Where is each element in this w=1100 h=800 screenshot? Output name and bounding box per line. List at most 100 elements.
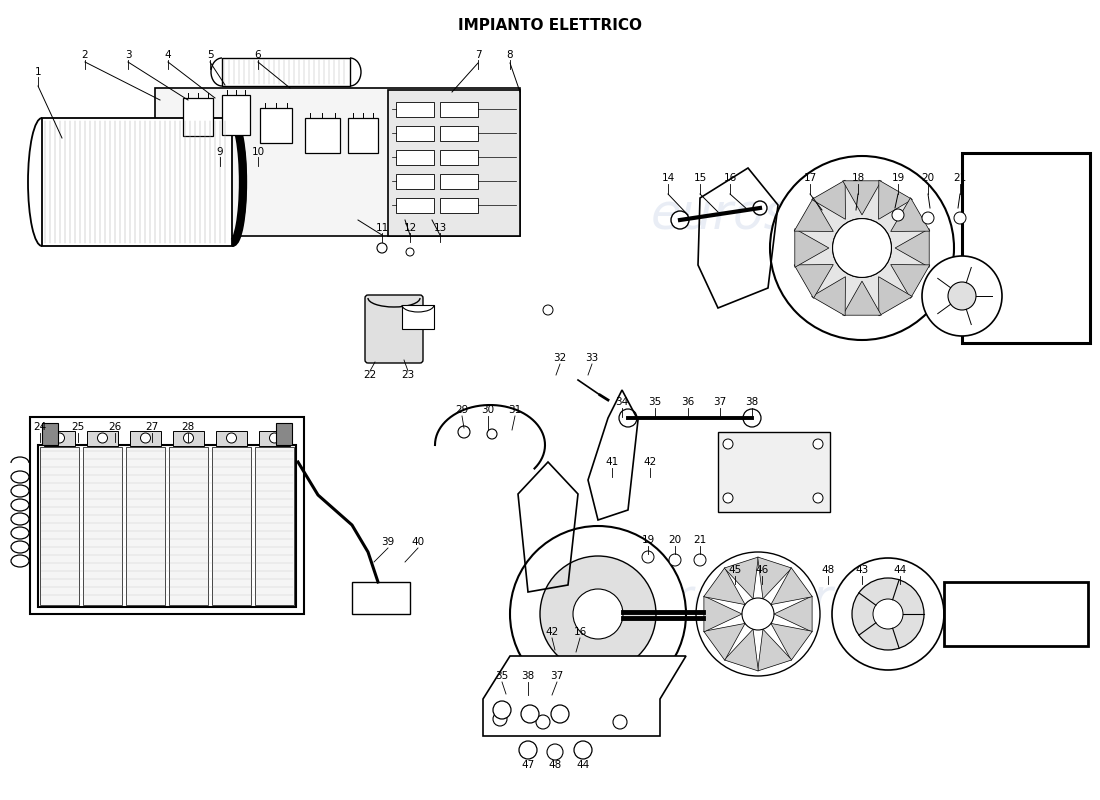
Text: 28: 28 [182,422,195,432]
Text: 33: 33 [585,353,598,363]
Circle shape [521,705,539,723]
Text: 34: 34 [615,397,628,407]
Circle shape [519,741,537,759]
Text: 2: 2 [81,50,88,60]
Text: 46: 46 [756,565,769,575]
Text: 12: 12 [404,223,417,233]
Polygon shape [771,568,812,605]
Bar [260,108,292,143]
Circle shape [954,212,966,224]
Bar [173,431,204,446]
Bar [30,417,304,614]
Bar [402,305,434,329]
Circle shape [813,493,823,503]
Circle shape [754,201,767,215]
Bar [216,431,248,446]
Circle shape [613,715,627,729]
Circle shape [696,552,820,676]
Polygon shape [895,229,930,267]
Circle shape [833,218,891,278]
Text: 24: 24 [33,422,46,432]
Bar [440,174,478,189]
Text: 19: 19 [641,535,654,545]
Circle shape [487,429,497,439]
Bar [440,198,478,213]
Polygon shape [891,265,930,298]
Bar [440,150,478,165]
Circle shape [574,741,592,759]
Bar [396,198,435,213]
Bar [276,423,292,445]
Circle shape [922,212,934,224]
Bar [255,447,294,605]
Circle shape [619,409,637,427]
Circle shape [813,439,823,449]
Circle shape [833,218,891,278]
Text: 20: 20 [922,173,935,183]
Polygon shape [758,557,792,598]
Polygon shape [704,596,742,632]
Text: 25: 25 [72,422,85,432]
Polygon shape [812,180,846,219]
Polygon shape [704,568,745,605]
Bar [183,98,213,136]
Text: 30: 30 [482,405,495,415]
Text: 37: 37 [550,671,563,681]
Polygon shape [891,198,930,231]
Polygon shape [704,623,745,660]
Text: 15: 15 [693,173,706,183]
Circle shape [742,598,774,630]
Polygon shape [483,656,686,736]
Circle shape [742,409,761,427]
Circle shape [547,744,563,760]
Circle shape [270,433,279,443]
Circle shape [873,599,903,629]
Text: 7: 7 [475,50,482,60]
Text: 16: 16 [573,627,586,637]
Text: 19: 19 [891,173,904,183]
Text: 14: 14 [661,173,674,183]
Polygon shape [774,596,812,632]
Circle shape [55,433,65,443]
Circle shape [98,433,108,443]
Bar [396,126,435,141]
Text: 43: 43 [856,565,869,575]
Text: 44: 44 [576,760,590,770]
Polygon shape [724,557,758,598]
Bar [155,88,520,236]
Polygon shape [879,180,912,219]
Circle shape [184,433,194,443]
Circle shape [543,305,553,315]
Circle shape [141,433,151,443]
Text: 45: 45 [728,565,741,575]
Text: 41: 41 [605,457,618,467]
Text: 20: 20 [669,535,682,545]
Text: 11: 11 [375,223,388,233]
Text: 42: 42 [644,457,657,467]
Polygon shape [879,277,912,316]
Circle shape [573,589,623,639]
Bar [944,582,1088,646]
Polygon shape [843,281,881,315]
Text: 26: 26 [109,422,122,432]
Text: 23: 23 [402,370,415,380]
Circle shape [723,493,733,503]
Text: 21: 21 [693,535,706,545]
Bar [126,447,165,605]
Circle shape [551,705,569,723]
Text: 18: 18 [851,173,865,183]
Circle shape [377,243,387,253]
Polygon shape [794,198,834,231]
Text: 3: 3 [124,50,131,60]
Text: 27: 27 [145,422,158,432]
Text: 4: 4 [165,50,172,60]
Circle shape [227,433,236,443]
Text: 37: 37 [714,397,727,407]
Circle shape [948,282,976,310]
Bar [42,423,58,445]
Circle shape [406,248,414,256]
Bar [212,447,251,605]
Circle shape [669,554,681,566]
Bar [305,118,340,153]
Text: IMPIANTO ELETTRICO: IMPIANTO ELETTRICO [458,18,642,33]
